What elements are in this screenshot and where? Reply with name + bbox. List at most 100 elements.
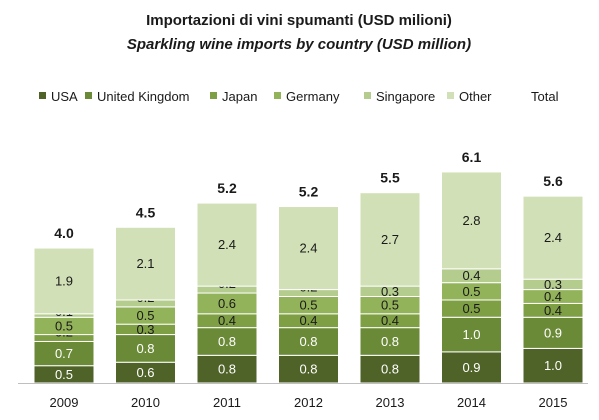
data-label-germany-2010: 0.5 <box>136 308 154 323</box>
data-label-japan-2015: 0.4 <box>544 303 562 318</box>
total-label-2012: 5.2 <box>299 184 319 200</box>
legend-item-singapore: Singapore <box>364 89 435 104</box>
bar-group-2009: 0.50.70.20.50.11.94.0 <box>33 225 95 384</box>
legend-item-total: Total <box>531 89 559 104</box>
data-label-united-kingdom-2011: 0.8 <box>218 334 236 349</box>
legend-label-usa: USA <box>51 89 78 104</box>
total-label-2009: 4.0 <box>54 225 74 241</box>
legend-label-japan: Japan <box>222 89 257 104</box>
data-label-united-kingdom-2010: 0.8 <box>136 341 154 356</box>
data-label-japan-2014: 0.5 <box>462 301 480 316</box>
legend-item-japan: Japan <box>210 89 257 104</box>
data-label-usa-2010: 0.6 <box>136 365 154 380</box>
data-label-united-kingdom-2013: 0.8 <box>381 334 399 349</box>
x-tick-2014: 2014 <box>457 395 486 410</box>
data-label-united-kingdom-2009: 0.7 <box>55 346 73 361</box>
data-label-other-2011: 2.4 <box>218 237 236 252</box>
total-label-2010: 4.5 <box>136 204 156 220</box>
total-label-2013: 5.5 <box>380 170 400 186</box>
data-label-other-2010: 2.1 <box>136 256 154 271</box>
bar-segment-other-2014 <box>441 171 502 270</box>
data-label-usa-2014: 0.9 <box>462 360 480 375</box>
legend-swatch-other <box>447 92 454 99</box>
data-label-singapore-2015: 0.3 <box>544 277 562 292</box>
data-label-usa-2015: 1.0 <box>544 358 562 373</box>
data-label-japan-2011: 0.4 <box>218 313 236 328</box>
bars: 0.50.70.20.50.11.94.00.60.80.30.50.22.14… <box>33 149 584 384</box>
data-label-germany-2013: 0.5 <box>381 298 399 313</box>
x-tick-2013: 2013 <box>376 395 405 410</box>
bar-segment-united-kingdom-2015 <box>522 316 584 349</box>
bar-segment-usa-2015 <box>522 347 584 384</box>
data-label-japan-2013: 0.4 <box>381 313 399 328</box>
bar-segment-united-kingdom-2011 <box>196 327 258 356</box>
x-tick-2010: 2010 <box>131 395 160 410</box>
data-label-usa-2011: 0.8 <box>218 362 236 377</box>
data-label-germany-2011: 0.6 <box>218 296 236 311</box>
bar-group-2013: 0.8 0.8 0.40.50.3 2.7 5.5 <box>359 170 421 384</box>
total-label-2014: 6.1 <box>462 149 482 165</box>
x-tick-2009: 2009 <box>50 395 79 410</box>
bar-segment-united-kingdom-2009 <box>33 340 95 367</box>
legend-item-germany: Germany <box>274 89 340 104</box>
data-label-united-kingdom-2015: 0.9 <box>544 325 562 340</box>
data-label-usa-2013: 0.8 <box>381 362 399 377</box>
data-label-united-kingdom-2014: 1.0 <box>462 327 480 342</box>
bar-group-2010: 0.60.80.30.50.22.14.5 <box>115 204 176 384</box>
bar-segment-other-2010 <box>115 226 176 301</box>
data-label-germany-2012: 0.5 <box>299 298 317 313</box>
data-label-singapore-2013: 0.3 <box>381 284 399 299</box>
data-label-united-kingdom-2012: 0.8 <box>299 334 317 349</box>
data-label-other-2009: 1.9 <box>55 273 73 288</box>
legend-label-singapore: Singapore <box>376 89 435 104</box>
x-tick-2015: 2015 <box>539 395 568 410</box>
bar-group-2011: 0.80.80.40.60.22.45.2 <box>196 180 258 384</box>
data-label-germany-2009: 0.5 <box>55 318 73 333</box>
bar-segment-other-2013 <box>359 192 421 287</box>
bar-segment-other-2012 <box>278 206 339 291</box>
bar-segment-other-2009 <box>33 247 95 315</box>
data-label-other-2015: 2.4 <box>544 230 562 245</box>
data-label-japan-2010: 0.3 <box>136 322 154 337</box>
bar-segment-united-kingdom-2014 <box>441 316 502 353</box>
data-label-germany-2014: 0.5 <box>462 284 480 299</box>
data-label-other-2012: 2.4 <box>299 241 317 256</box>
bar-group-2015: 1.00.90.40.40.32.45.6 <box>522 173 584 384</box>
data-label-singapore-2014: 0.4 <box>462 268 480 283</box>
legend: USA United Kingdom Japan Germany Singapore Ot… <box>39 89 559 104</box>
bar-segment-usa-2013 <box>359 354 421 384</box>
x-tick-2011: 2011 <box>213 395 241 410</box>
total-label-2011: 5.2 <box>217 180 237 196</box>
bar-group-2012: 0.80.80.40.50.22.45.2 <box>278 184 339 384</box>
data-label-usa-2012: 0.8 <box>299 362 317 377</box>
x-ticks: 2009 2010 2011 2012 2013 2014 2015 <box>50 395 568 410</box>
legend-swatch-singapore <box>364 92 371 99</box>
bar-segment-united-kingdom-2012 <box>278 327 339 356</box>
data-label-other-2013: 2.7 <box>381 232 399 247</box>
chart-title: Importazioni di vini spumanti (USD milio… <box>146 12 452 29</box>
legend-item-united-kingdom: United Kingdom <box>85 89 190 104</box>
data-label-japan-2012: 0.4 <box>299 313 317 328</box>
legend-swatch-usa <box>39 92 46 99</box>
data-label-usa-2009: 0.5 <box>55 367 73 382</box>
x-tick-2012: 2012 <box>294 395 323 410</box>
total-label-2015: 5.6 <box>543 173 563 189</box>
bar-segment-usa-2012 <box>278 354 339 384</box>
legend-swatch-united-kingdom <box>85 92 92 99</box>
legend-label-other: Other <box>459 89 492 104</box>
bar-segment-other-2015 <box>522 195 584 280</box>
bar-group-2014: 0.91.00.50.50.42.86.1 <box>441 149 502 384</box>
data-label-germany-2015: 0.4 <box>544 289 562 304</box>
legend-label-united-kingdom: United Kingdom <box>97 89 190 104</box>
bar-segment-other-2011 <box>196 202 258 287</box>
legend-label-germany: Germany <box>286 89 340 104</box>
legend-label-total: Total <box>531 89 559 104</box>
data-label-other-2014: 2.8 <box>462 213 480 228</box>
legend-swatch-japan <box>210 92 217 99</box>
chart-subtitle: Sparkling wine imports by country (USD m… <box>127 36 471 53</box>
legend-item-other: Other <box>447 89 492 104</box>
legend-item-usa: USA <box>39 89 78 104</box>
legend-swatch-germany <box>274 92 281 99</box>
bar-segment-united-kingdom-2010 <box>115 334 176 363</box>
